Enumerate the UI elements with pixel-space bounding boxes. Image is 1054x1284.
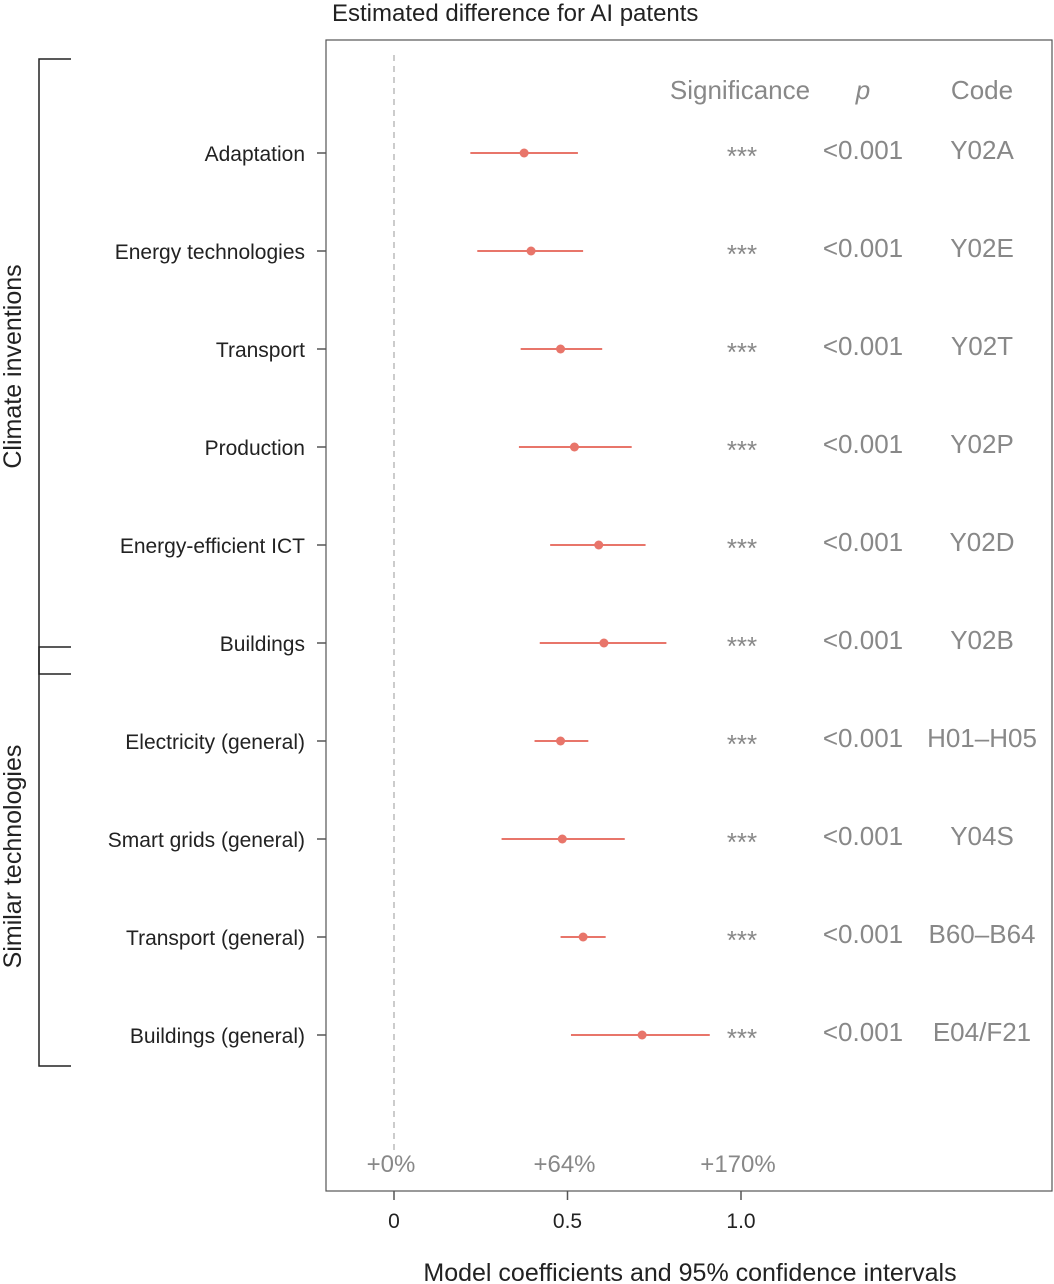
estimate-point (519, 148, 529, 158)
p-value: <0.001 (823, 429, 903, 459)
forest-rows: Adaptation *** <0.001 Y02A Energy technologi… (108, 135, 1037, 1053)
p-value: <0.001 (823, 821, 903, 851)
x-axis: 0 0.5 1.0 +0% +64% +170% (367, 1151, 776, 1233)
forest-row: Adaptation *** <0.001 Y02A (205, 135, 1015, 171)
significance-stars: *** (727, 435, 757, 465)
percent-label: +0% (367, 1151, 416, 1178)
row-label: Smart grids (general) (108, 829, 305, 852)
x-tick-label: 0 (388, 1210, 400, 1233)
group-bracket: Climate inventions (0, 58, 71, 675)
estimate-point (578, 932, 588, 942)
row-label: Energy-efficient ICT (120, 535, 305, 558)
row-label: Energy technologies (115, 241, 305, 264)
estimate-point (599, 638, 609, 648)
p-value: <0.001 (823, 331, 903, 361)
p-value: <0.001 (823, 527, 903, 557)
p-value: <0.001 (823, 135, 903, 165)
p-value: <0.001 (823, 919, 903, 949)
group-brackets: Climate inventions Similar technologies (0, 58, 71, 1067)
x-axis-label: Model coefficients and 95% confidence in… (423, 1259, 956, 1284)
significance-stars: *** (727, 925, 757, 955)
patent-code: Y02T (951, 331, 1013, 361)
plot-frame (325, 39, 1053, 1192)
estimate-point (637, 1030, 647, 1040)
row-label: Buildings (220, 633, 305, 656)
p-value: <0.001 (823, 233, 903, 263)
estimate-point (557, 834, 567, 844)
significance-stars: *** (727, 631, 757, 661)
group-label: Similar technologies (0, 745, 27, 969)
patent-code: E04/F21 (933, 1017, 1031, 1047)
p-value: <0.001 (823, 1017, 903, 1047)
significance-stars: *** (727, 533, 757, 563)
row-label: Adaptation (205, 143, 305, 166)
significance-stars: *** (727, 827, 757, 857)
forest-row: Electricity (general) *** <0.001 H01–H05 (125, 723, 1037, 759)
patent-code: Y02A (950, 135, 1014, 165)
header-significance: Significance (670, 75, 810, 105)
row-label: Electricity (general) (125, 731, 305, 754)
bracket-line (38, 58, 71, 675)
estimate-point (569, 442, 579, 452)
row-label: Buildings (general) (130, 1025, 305, 1048)
percent-label: +64% (533, 1151, 595, 1178)
patent-code: Y02D (949, 527, 1014, 557)
forest-row: Energy-efficient ICT *** <0.001 Y02D (120, 527, 1015, 563)
patent-code: Y04S (950, 821, 1014, 851)
forest-row: Smart grids (general) *** <0.001 Y04S (108, 821, 1014, 857)
patent-code: Y02B (950, 625, 1014, 655)
bracket-line (38, 646, 71, 1067)
header-code: Code (951, 75, 1013, 105)
group-bracket: Similar technologies (0, 646, 71, 1067)
estimate-point (556, 344, 566, 354)
forest-row: Buildings (general) *** <0.001 E04/F21 (130, 1017, 1031, 1053)
forest-row: Buildings *** <0.001 Y02B (220, 625, 1014, 661)
forest-row: Transport (general) *** <0.001 B60–B64 (126, 919, 1035, 955)
significance-stars: *** (727, 141, 757, 171)
significance-stars: *** (727, 1023, 757, 1053)
percent-label: +170% (700, 1151, 775, 1178)
p-value: <0.001 (823, 625, 903, 655)
estimate-point (526, 246, 536, 256)
row-label: Production (205, 437, 305, 460)
patent-code: Y02E (950, 233, 1014, 263)
chart-title: Estimated difference for AI patents (332, 0, 698, 27)
x-tick-label: 0.5 (553, 1210, 582, 1233)
patent-code: Y02P (950, 429, 1014, 459)
patent-code: H01–H05 (927, 723, 1037, 753)
significance-stars: *** (727, 239, 757, 269)
forest-row: Transport *** <0.001 Y02T (216, 331, 1013, 367)
significance-stars: *** (727, 337, 757, 367)
significance-stars: *** (727, 729, 757, 759)
forest-row: Energy technologies *** <0.001 Y02E (115, 233, 1014, 269)
x-tick-label: 1.0 (726, 1210, 755, 1233)
forest-row: Production *** <0.001 Y02P (205, 429, 1014, 465)
estimate-point (556, 736, 566, 746)
row-label: Transport (general) (126, 927, 305, 950)
group-label: Climate inventions (0, 264, 27, 468)
patent-code: B60–B64 (929, 919, 1036, 949)
p-value: <0.001 (823, 723, 903, 753)
estimate-point (594, 540, 604, 550)
header-p: p (855, 75, 870, 105)
row-label: Transport (216, 339, 305, 362)
